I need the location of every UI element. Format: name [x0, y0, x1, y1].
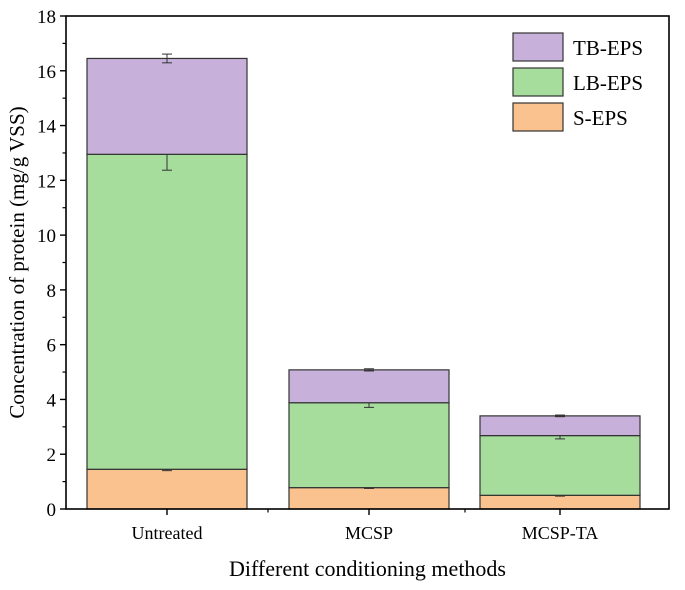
legend-swatch-lb-eps — [512, 67, 564, 97]
error-bar-tb-eps-mcsp — [364, 368, 374, 372]
legend-label-s-eps: S-EPS — [573, 106, 628, 130]
chart-marks — [86, 53, 641, 510]
bar-lb-eps-mcsp-ta — [479, 434, 641, 496]
y-tick-label: 12 — [37, 171, 56, 192]
x-tick-label: Untreated — [132, 523, 203, 543]
legend-label-lb-eps: LB-EPS — [573, 71, 643, 95]
error-bar-tb-eps-mcsp-ta — [555, 414, 565, 418]
y-axis: 0 2 4 6 8 10 12 14 16 18 — [37, 7, 66, 521]
error-bar-tb-eps-untreated — [162, 53, 172, 64]
bar-tb-eps-mcsp — [288, 369, 450, 404]
bar-s-eps-mcsp-ta — [479, 494, 641, 510]
bar-s-eps-mcsp — [288, 487, 450, 510]
x-tick-label: MCSP-TA — [522, 523, 599, 543]
x-axis: Untreated MCSP MCSP-TA — [132, 509, 599, 543]
y-tick-label: 10 — [37, 226, 56, 247]
x-tick-label: MCSP — [345, 523, 393, 543]
y-axis-label: Concentration of protein (mg/g VSS) — [5, 106, 29, 418]
y-tick-label: 4 — [47, 390, 57, 411]
y-tick-label: 2 — [47, 445, 57, 466]
y-tick-label: 16 — [37, 62, 56, 83]
y-tick-label: 0 — [47, 500, 57, 521]
bar-s-eps-untreated — [86, 468, 248, 510]
x-axis-label: Different conditioning methods — [229, 556, 506, 581]
bar-tb-eps-mcsp-ta — [479, 415, 641, 437]
y-tick-label: 8 — [47, 281, 57, 302]
legend: TB-EPS LB-EPS S-EPS — [512, 32, 643, 132]
legend-swatch-s-eps — [512, 102, 564, 132]
legend-swatch-tb-eps — [512, 32, 564, 62]
y-tick-label: 14 — [37, 117, 57, 138]
bar-lb-eps-mcsp — [288, 402, 450, 489]
y-tick-label: 18 — [37, 7, 56, 28]
y-tick-label: 6 — [47, 336, 57, 357]
legend-label-tb-eps: TB-EPS — [573, 36, 643, 60]
bar-tb-eps-untreated — [86, 57, 248, 155]
bar-lb-eps-untreated — [86, 153, 248, 470]
